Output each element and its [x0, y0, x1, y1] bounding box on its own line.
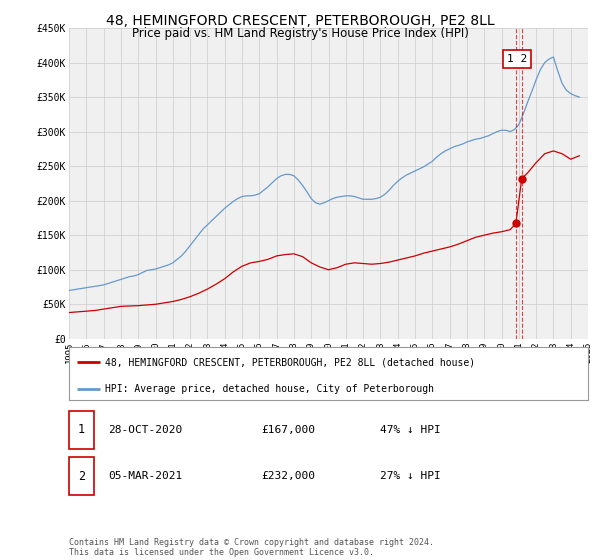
Text: 48, HEMINGFORD CRESCENT, PETERBOROUGH, PE2 8LL: 48, HEMINGFORD CRESCENT, PETERBOROUGH, P… — [106, 14, 494, 28]
Text: 47% ↓ HPI: 47% ↓ HPI — [380, 425, 441, 435]
FancyBboxPatch shape — [69, 458, 94, 495]
Text: 27% ↓ HPI: 27% ↓ HPI — [380, 472, 441, 481]
Text: Price paid vs. HM Land Registry's House Price Index (HPI): Price paid vs. HM Land Registry's House … — [131, 27, 469, 40]
Text: 28-OCT-2020: 28-OCT-2020 — [108, 425, 182, 435]
Text: 1: 1 — [78, 423, 85, 436]
Text: 48, HEMINGFORD CRESCENT, PETERBOROUGH, PE2 8LL (detached house): 48, HEMINGFORD CRESCENT, PETERBOROUGH, P… — [106, 357, 475, 367]
Text: 2: 2 — [78, 470, 85, 483]
Text: 05-MAR-2021: 05-MAR-2021 — [108, 472, 182, 481]
Text: Contains HM Land Registry data © Crown copyright and database right 2024.
This d: Contains HM Land Registry data © Crown c… — [69, 538, 434, 557]
Text: 1 2: 1 2 — [507, 54, 527, 64]
Text: HPI: Average price, detached house, City of Peterborough: HPI: Average price, detached house, City… — [106, 384, 434, 394]
FancyBboxPatch shape — [69, 411, 94, 449]
Text: £232,000: £232,000 — [261, 472, 315, 481]
Text: £167,000: £167,000 — [261, 425, 315, 435]
